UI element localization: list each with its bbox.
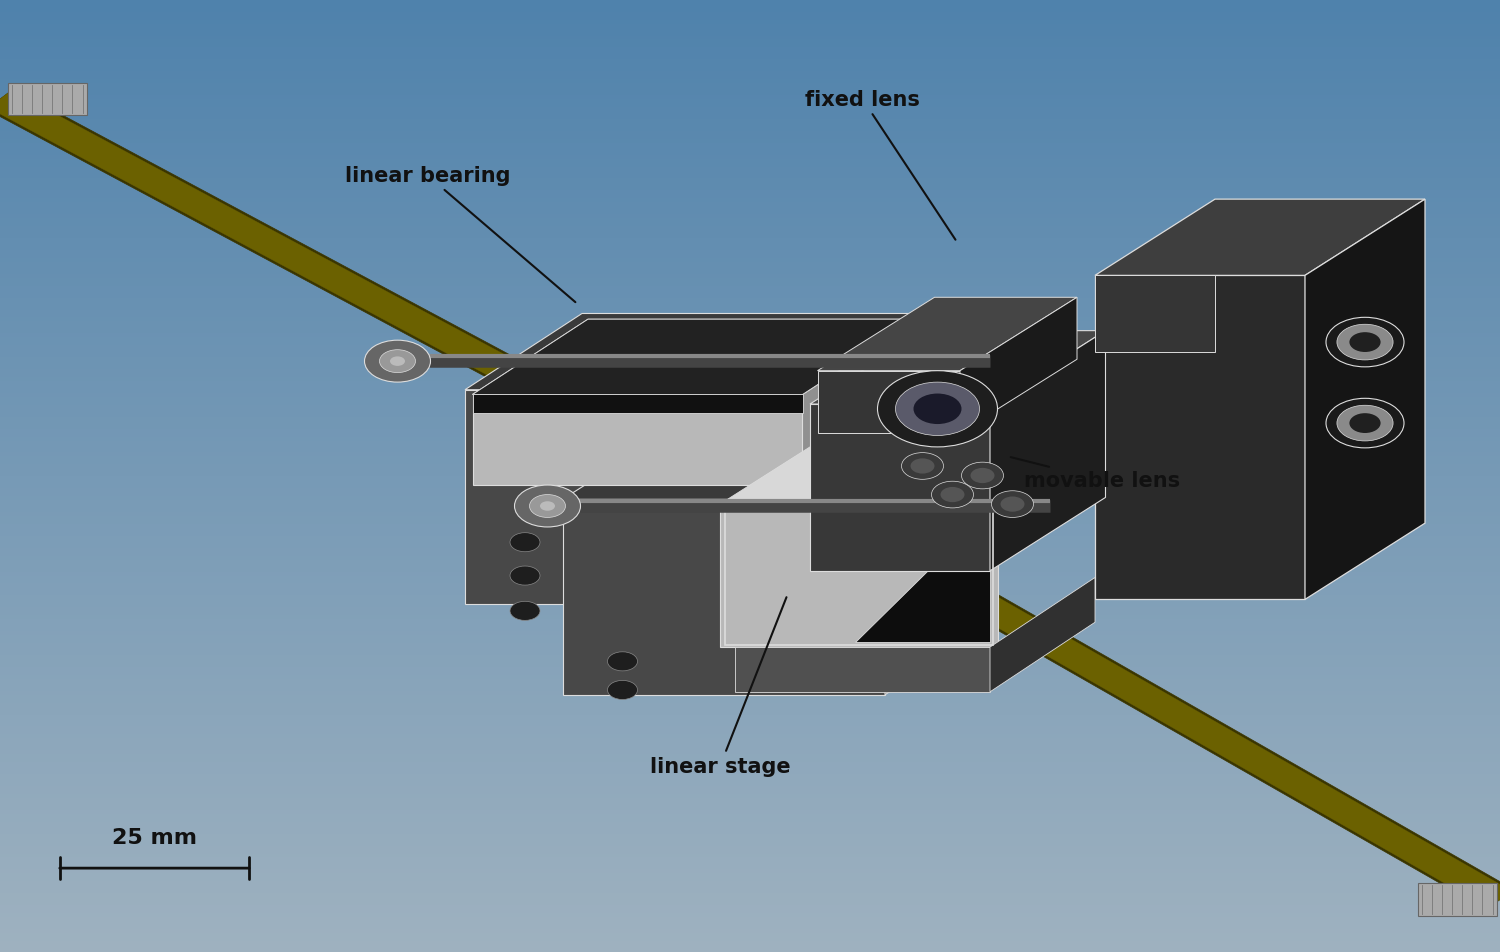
Circle shape [380,350,416,373]
Polygon shape [0,89,636,444]
Circle shape [896,383,980,436]
Text: movable lens: movable lens [1011,458,1180,490]
Polygon shape [990,331,1106,571]
Polygon shape [990,578,1095,692]
Polygon shape [818,371,960,433]
Polygon shape [1095,276,1305,600]
Polygon shape [472,320,918,395]
Polygon shape [465,390,810,605]
Polygon shape [802,320,918,486]
Circle shape [510,566,540,585]
Polygon shape [735,647,990,692]
Text: linear bearing: linear bearing [345,167,576,303]
Polygon shape [885,428,998,695]
Polygon shape [855,509,990,643]
Circle shape [540,502,555,511]
Text: 25 mm: 25 mm [112,827,196,847]
Circle shape [940,487,964,503]
Polygon shape [1305,200,1425,600]
Polygon shape [720,433,1110,505]
Text: linear stage: linear stage [650,598,790,776]
Circle shape [992,491,1033,518]
Circle shape [1350,414,1380,433]
Circle shape [530,495,566,518]
Circle shape [390,357,405,367]
Polygon shape [1095,276,1215,352]
Polygon shape [1095,200,1425,276]
Polygon shape [8,84,87,116]
Polygon shape [1418,883,1497,916]
Polygon shape [720,505,998,647]
Circle shape [1326,399,1404,448]
Circle shape [514,486,580,527]
Polygon shape [472,395,802,486]
Circle shape [878,371,998,447]
Circle shape [364,341,430,383]
Circle shape [510,602,540,621]
Circle shape [914,394,962,425]
Polygon shape [888,548,1500,908]
Polygon shape [810,331,1106,405]
Polygon shape [810,405,990,571]
Circle shape [1326,318,1404,367]
Polygon shape [886,547,1500,909]
Text: fixed lens: fixed lens [806,90,956,241]
Circle shape [1336,406,1394,442]
Circle shape [962,463,1004,489]
Circle shape [608,652,638,671]
Circle shape [902,453,944,480]
Circle shape [510,533,540,552]
Circle shape [932,482,974,508]
Polygon shape [465,314,927,390]
Polygon shape [0,91,634,442]
Polygon shape [472,320,918,395]
Polygon shape [562,500,885,695]
Circle shape [1000,497,1024,512]
Circle shape [608,681,638,700]
Circle shape [1350,333,1380,352]
Polygon shape [810,314,927,605]
Polygon shape [818,298,1077,371]
Polygon shape [960,298,1077,433]
Circle shape [1336,325,1394,361]
Circle shape [910,459,934,474]
Circle shape [970,468,994,484]
Polygon shape [472,395,802,413]
Polygon shape [562,428,998,500]
